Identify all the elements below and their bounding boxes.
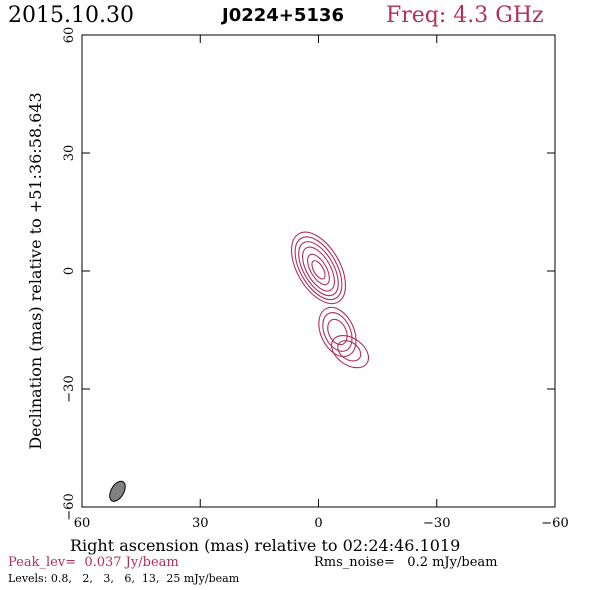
axis-ticks xyxy=(81,34,556,508)
contour-line xyxy=(298,241,339,297)
y-tick-label: 0 xyxy=(62,267,77,275)
component-core xyxy=(290,231,347,305)
rms-noise: Rms_noise= 0.2 mJy/beam xyxy=(314,555,497,570)
y-tick-label: −60 xyxy=(62,493,77,520)
contour-line xyxy=(294,236,343,301)
frequency-label: Freq: 4.3 GHz xyxy=(386,3,544,28)
beam-ellipse xyxy=(109,480,126,502)
x-tick-label: −30 xyxy=(423,516,450,531)
y-axis-label: Declination (mas) relative to +51:36:58.… xyxy=(26,92,45,449)
x-tick-label: 30 xyxy=(192,516,209,531)
contour-line xyxy=(311,260,326,280)
contour-line xyxy=(307,253,330,286)
x-tick-label: 0 xyxy=(314,516,322,531)
y-tick-label: 30 xyxy=(62,145,77,162)
plot-frame xyxy=(81,34,556,508)
peak-level: Peak_lev= 0.037 Jy/beam xyxy=(8,555,179,570)
component-jet-knot xyxy=(318,306,357,358)
component-outer-jet xyxy=(331,335,370,369)
contour-line xyxy=(302,246,335,292)
tick-labels: 60 30 0 −30 −60 −60 −30 0 30 60 xyxy=(62,27,569,531)
y-tick-label: 60 xyxy=(62,27,77,44)
contour-line xyxy=(327,318,348,346)
contour-line xyxy=(331,335,370,369)
y-tick-label: −30 xyxy=(62,375,77,402)
beam-shape xyxy=(109,480,126,502)
contour-line xyxy=(322,312,353,352)
contour-line xyxy=(290,231,347,305)
contour-lines xyxy=(290,231,370,369)
x-tick-label: 60 xyxy=(74,516,91,531)
source-name: J0224+5136 xyxy=(220,5,344,26)
contour-levels: Levels: 0.8, 2, 3, 6, 13, 25 mJy/beam xyxy=(8,572,240,585)
contour-line xyxy=(318,306,357,358)
contour-line xyxy=(337,340,362,362)
x-tick-label: −60 xyxy=(541,516,568,531)
date-label: 2015.10.30 xyxy=(8,3,134,28)
x-axis-label: Right ascension (mas) relative to 02:24:… xyxy=(70,536,460,555)
